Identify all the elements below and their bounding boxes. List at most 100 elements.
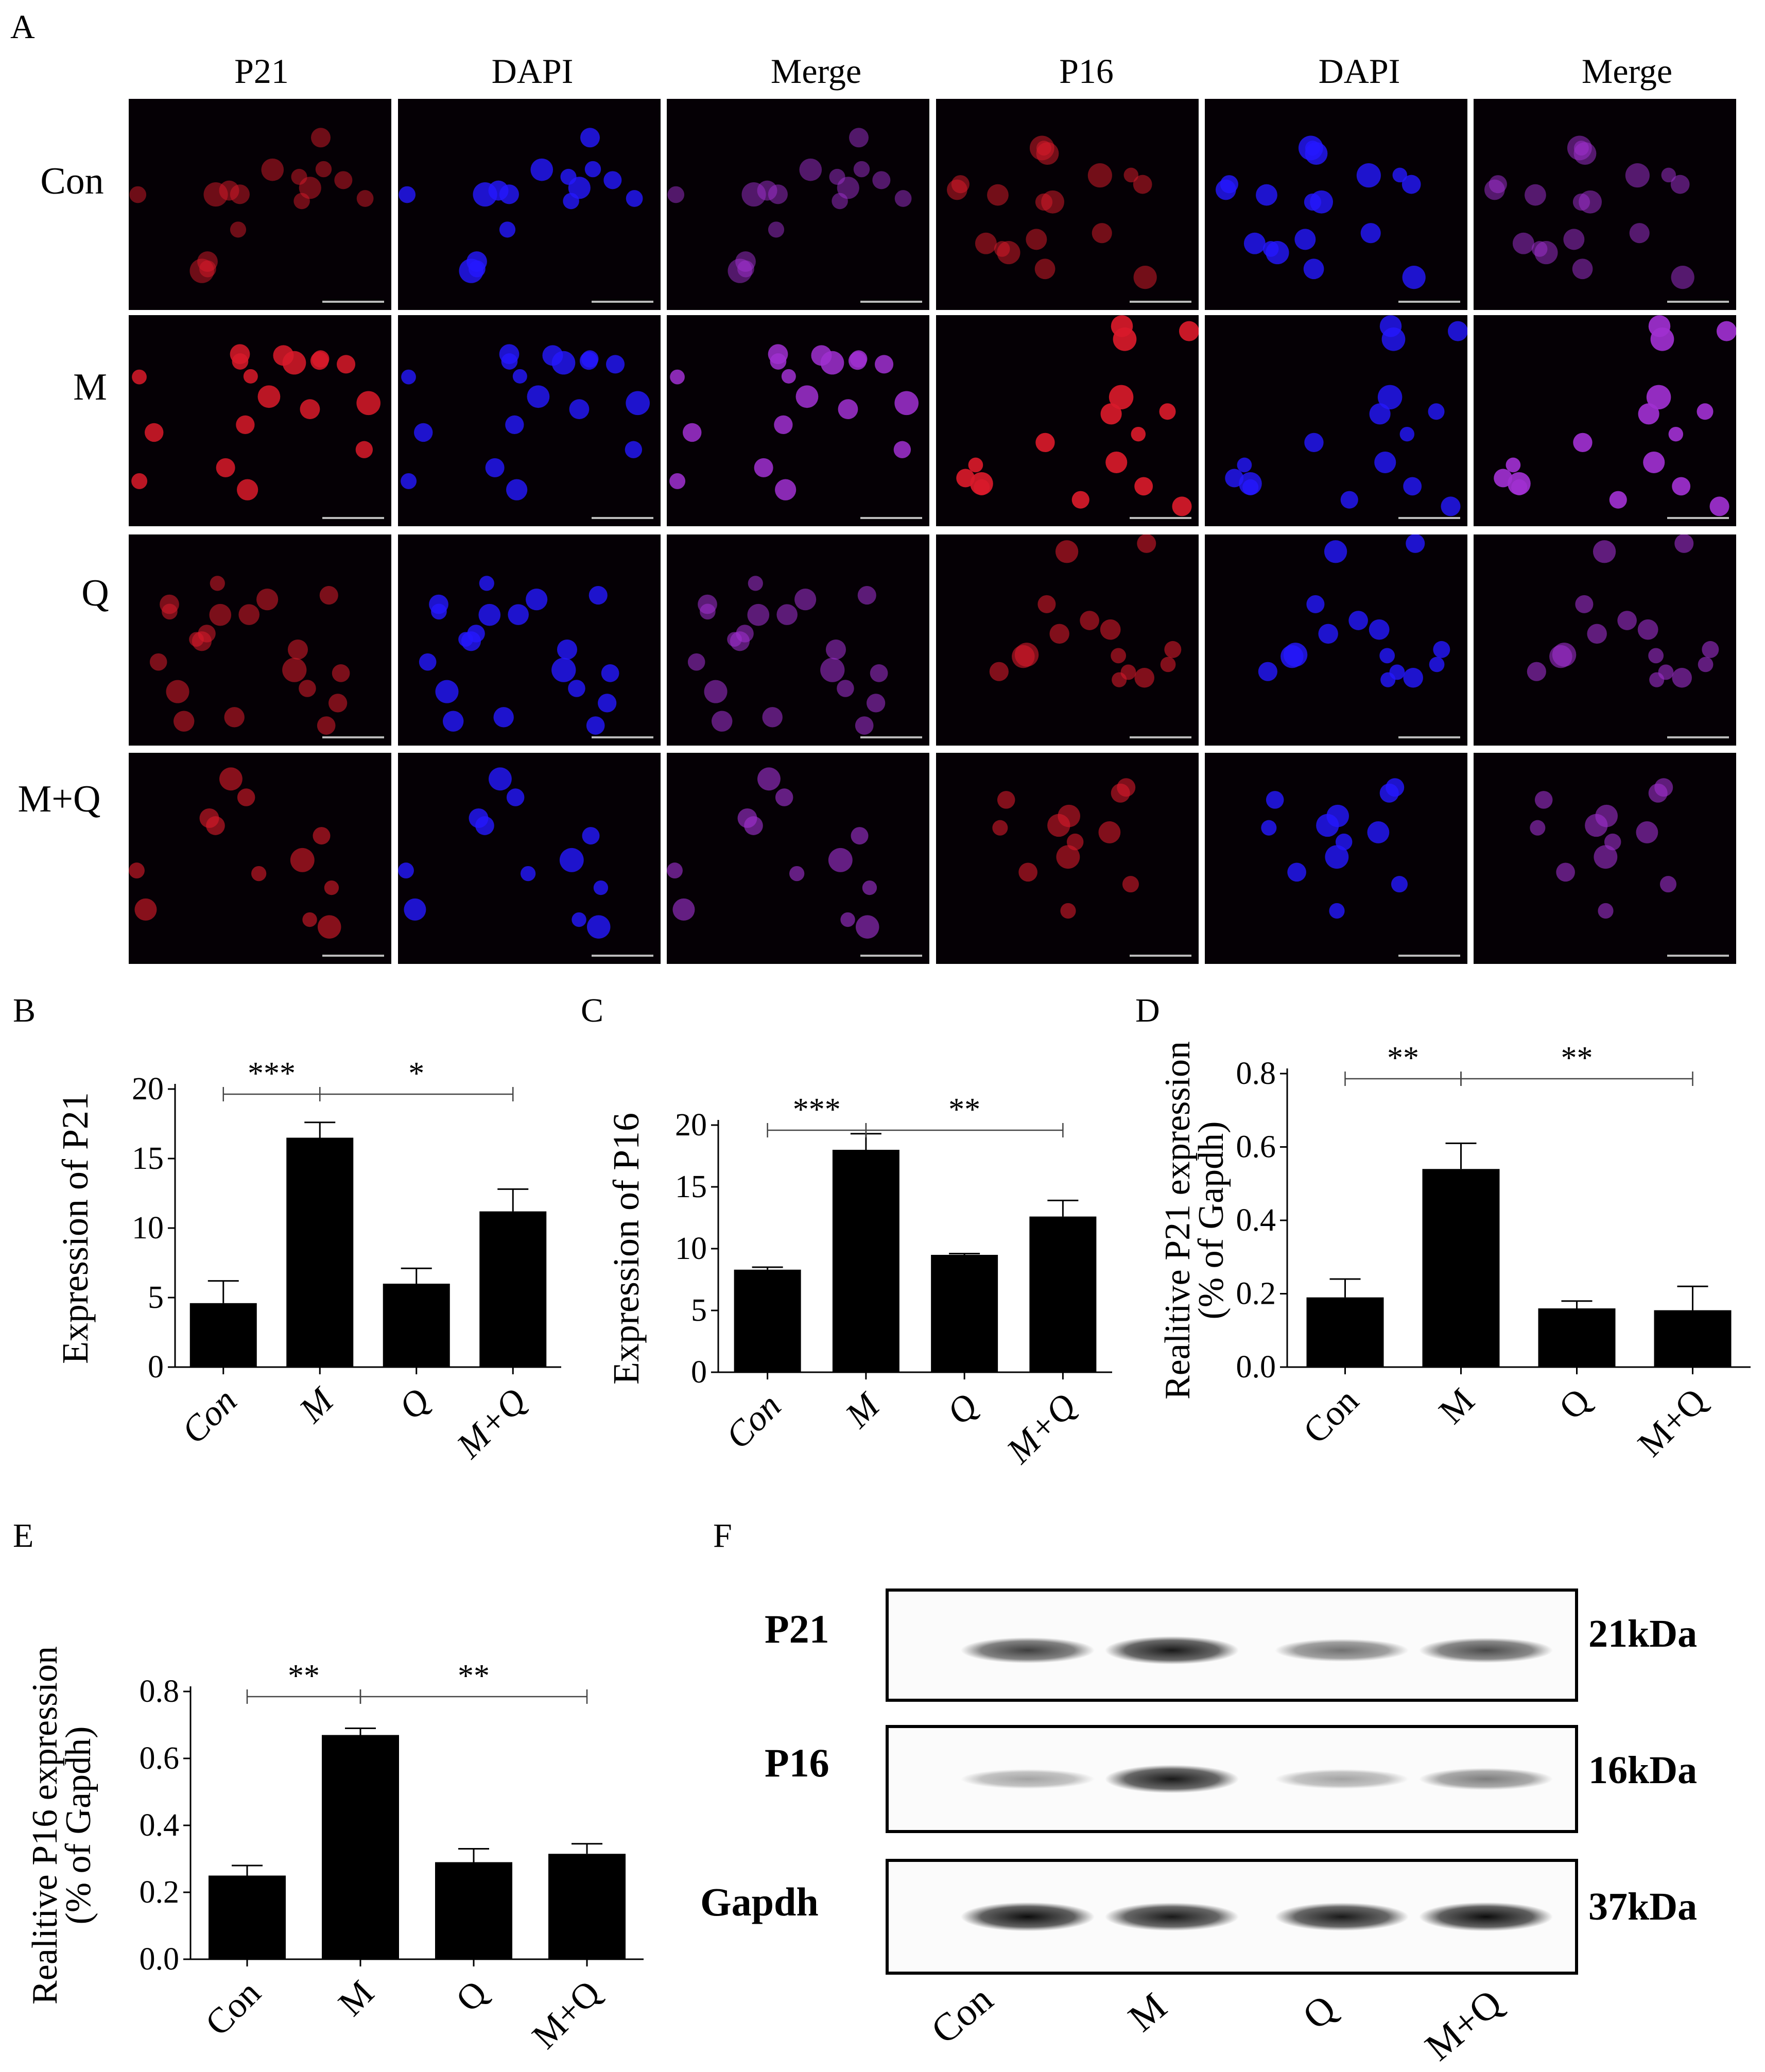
- cell-nucleus: [1049, 624, 1069, 644]
- panel-label-d: D: [1135, 992, 1160, 1029]
- cell-nucleus: [328, 694, 348, 713]
- cell-nucleus: [399, 186, 416, 203]
- micrograph-cells: [947, 135, 1157, 289]
- y-axis-label: Expression of P16: [605, 1113, 647, 1385]
- cell-nucleus: [317, 915, 341, 939]
- cell-nucleus: [1261, 820, 1277, 836]
- cell-nucleus: [479, 576, 494, 591]
- cell-nucleus: [1137, 534, 1156, 553]
- cell-nucleus: [956, 469, 975, 488]
- micrograph-con-dapi: [398, 99, 661, 310]
- x-tick-label: M+Q: [1631, 1381, 1714, 1464]
- cell-nucleus: [1071, 491, 1089, 509]
- significance-stars: **: [1561, 1041, 1593, 1076]
- cell-nucleus: [1060, 903, 1076, 919]
- cell-nucleus: [216, 458, 235, 477]
- cell-nucleus: [1629, 223, 1650, 244]
- cell-nucleus: [606, 355, 625, 374]
- scale-bar: [1130, 736, 1191, 738]
- cell-nucleus: [1379, 315, 1402, 337]
- cell-nucleus: [1702, 641, 1719, 658]
- cell-nucleus: [1594, 845, 1618, 869]
- cell-nucleus: [199, 260, 216, 278]
- lane-label-m: M: [1120, 1984, 1175, 2040]
- cell-nucleus: [551, 658, 576, 682]
- x-tick-label: M: [291, 1379, 342, 1430]
- cell-nucleus: [586, 716, 605, 735]
- col-title-dapi-2: DAPI: [1318, 51, 1400, 91]
- cell-nucleus: [736, 625, 754, 643]
- cell-nucleus: [236, 415, 255, 435]
- cell-nucleus: [355, 441, 373, 458]
- cell-nucleus: [1556, 862, 1575, 882]
- micrograph-con-p21: [129, 99, 391, 310]
- band-gapdh-m-q: [1419, 1902, 1553, 1931]
- cell-nucleus: [625, 441, 643, 458]
- cell-nucleus: [1392, 167, 1408, 183]
- micrograph-cells: [992, 778, 1139, 919]
- cell-nucleus: [1661, 167, 1676, 183]
- cell-nucleus: [670, 369, 685, 385]
- cell-nucleus: [256, 589, 279, 611]
- cell-nucleus: [404, 898, 426, 921]
- band-p21-m: [1105, 1636, 1239, 1665]
- cell-nucleus: [997, 240, 1020, 265]
- cell-nucleus: [737, 260, 754, 278]
- cell-nucleus: [1036, 142, 1059, 165]
- y-tick-label: 0.2: [1236, 1276, 1276, 1311]
- cell-nucleus: [238, 604, 259, 625]
- cell-nucleus: [775, 479, 797, 500]
- cell-nucleus: [1014, 643, 1039, 667]
- cell-nucleus: [1374, 451, 1396, 474]
- row-label-mq: M+Q: [18, 778, 101, 820]
- cell-nucleus: [838, 399, 858, 420]
- micrograph-cells: [1530, 778, 1676, 919]
- cell-nucleus: [132, 369, 147, 385]
- cell-nucleus: [401, 369, 416, 385]
- cell-nucleus: [776, 604, 798, 625]
- cell-nucleus: [1164, 641, 1182, 658]
- micrograph-cells: [1527, 534, 1719, 688]
- scale-bar: [860, 301, 922, 303]
- cell-nucleus: [315, 161, 332, 178]
- cell-nucleus: [799, 158, 822, 181]
- cell-nucleus: [505, 415, 524, 435]
- cell-nucleus: [287, 639, 308, 660]
- scale-bar: [1398, 736, 1460, 738]
- cell-nucleus: [1638, 403, 1659, 425]
- cell-nucleus: [209, 603, 232, 626]
- y-tick-label: 15: [675, 1169, 707, 1204]
- x-tick-label: M: [1431, 1381, 1482, 1431]
- row-label-con: Con: [40, 160, 104, 202]
- micrograph-con-p16: [936, 99, 1199, 310]
- cell-nucleus: [1258, 662, 1277, 681]
- cell-nucleus: [1403, 477, 1422, 496]
- cell-nucleus: [1448, 321, 1467, 341]
- bar-m: [322, 1735, 399, 1959]
- cell-nucleus: [129, 186, 147, 203]
- cell-nucleus: [1098, 821, 1121, 843]
- cell-nucleus: [1243, 232, 1266, 254]
- cell-nucleus: [700, 603, 716, 620]
- cell-nucleus: [579, 352, 598, 370]
- band-p16-q: [1275, 1769, 1409, 1789]
- cell-nucleus: [997, 791, 1015, 809]
- cell-nucleus: [1672, 477, 1691, 496]
- cell-nucleus: [757, 767, 781, 791]
- cell-nucleus: [1572, 258, 1593, 280]
- cell-nucleus: [1066, 833, 1084, 851]
- cell-nucleus: [1637, 619, 1658, 640]
- cell-nucleus: [174, 711, 195, 732]
- x-tick-label: Q: [448, 1973, 495, 2019]
- cell-nucleus: [493, 707, 514, 728]
- cell-nucleus: [683, 423, 702, 442]
- cell-nucleus: [443, 711, 464, 732]
- cell-nucleus: [992, 820, 1008, 836]
- y-tick-label: 0.8: [140, 1674, 180, 1709]
- cell-nucleus: [795, 385, 819, 408]
- cell-nucleus: [1534, 791, 1553, 809]
- cell-nucleus: [582, 827, 600, 845]
- cell-nucleus: [530, 158, 553, 181]
- cell-nucleus: [848, 352, 867, 370]
- band-p16-con: [961, 1769, 1095, 1789]
